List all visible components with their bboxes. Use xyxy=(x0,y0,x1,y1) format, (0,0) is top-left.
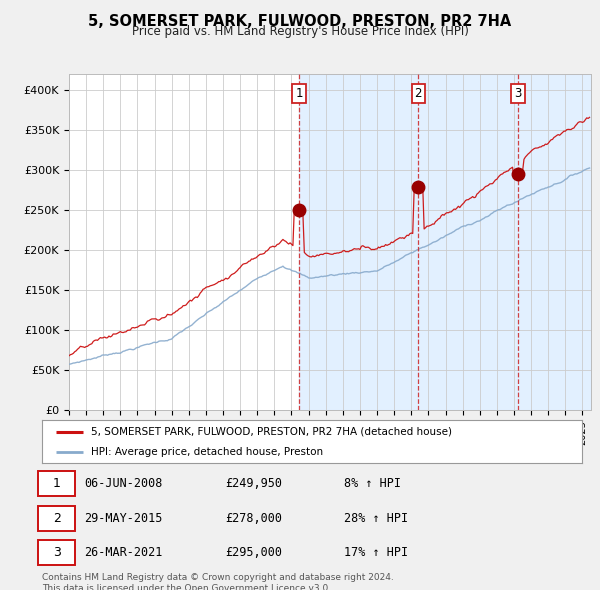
Text: £278,000: £278,000 xyxy=(226,512,283,525)
Text: 8% ↑ HPI: 8% ↑ HPI xyxy=(344,477,401,490)
Text: 28% ↑ HPI: 28% ↑ HPI xyxy=(344,512,409,525)
Text: 29-MAY-2015: 29-MAY-2015 xyxy=(84,512,163,525)
Text: 3: 3 xyxy=(514,87,521,100)
Text: 3: 3 xyxy=(53,546,61,559)
Text: 1: 1 xyxy=(53,477,61,490)
Bar xyxy=(299,74,591,410)
Text: £249,950: £249,950 xyxy=(226,477,283,490)
Text: 5, SOMERSET PARK, FULWOOD, PRESTON, PR2 7HA: 5, SOMERSET PARK, FULWOOD, PRESTON, PR2 … xyxy=(88,14,512,28)
Text: HPI: Average price, detached house, Preston: HPI: Average price, detached house, Pres… xyxy=(91,447,323,457)
FancyBboxPatch shape xyxy=(38,471,75,496)
Text: Contains HM Land Registry data © Crown copyright and database right 2024.
This d: Contains HM Land Registry data © Crown c… xyxy=(42,573,394,590)
Text: Price paid vs. HM Land Registry's House Price Index (HPI): Price paid vs. HM Land Registry's House … xyxy=(131,25,469,38)
Text: 2: 2 xyxy=(415,87,422,100)
Text: 17% ↑ HPI: 17% ↑ HPI xyxy=(344,546,409,559)
FancyBboxPatch shape xyxy=(38,506,75,531)
FancyBboxPatch shape xyxy=(38,540,75,565)
Text: 06-JUN-2008: 06-JUN-2008 xyxy=(84,477,163,490)
Text: 2: 2 xyxy=(53,512,61,525)
Text: 5, SOMERSET PARK, FULWOOD, PRESTON, PR2 7HA (detached house): 5, SOMERSET PARK, FULWOOD, PRESTON, PR2 … xyxy=(91,427,452,437)
Text: 26-MAR-2021: 26-MAR-2021 xyxy=(84,546,163,559)
Text: £295,000: £295,000 xyxy=(226,546,283,559)
Text: 1: 1 xyxy=(295,87,303,100)
